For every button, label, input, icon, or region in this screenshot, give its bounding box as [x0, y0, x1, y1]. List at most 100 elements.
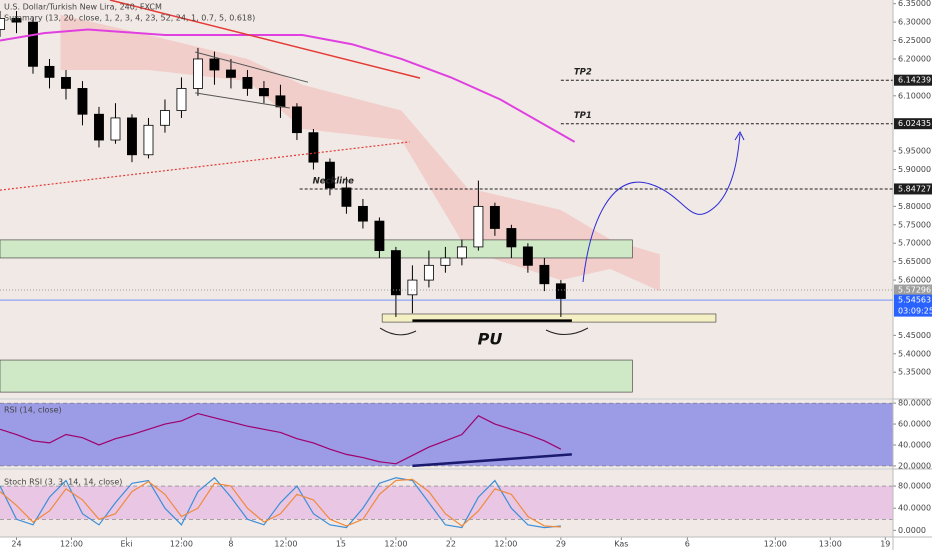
x-tick-label: 24	[11, 540, 21, 549]
candle-body	[407, 279, 418, 296]
x-tick-label: 15	[336, 540, 346, 549]
y-tick-label: 80.0000	[898, 399, 931, 408]
level-label: TP1	[574, 111, 592, 121]
x-tick-label: Kas	[614, 540, 628, 549]
y-tick-label: 6.30000	[898, 18, 931, 27]
y-tick-label: 6.35000	[898, 0, 931, 8]
zone	[381, 313, 717, 323]
y-tick-label: 5.95000	[898, 147, 931, 156]
x-tick-label: 13:00	[819, 540, 842, 549]
y-tick-label: 6.20000	[898, 54, 931, 63]
price-marker-label: 5.84727	[898, 184, 931, 193]
candle-body	[291, 106, 302, 134]
candle-body	[28, 21, 38, 67]
candle-body	[160, 110, 170, 126]
x-tick-label: 12:00	[384, 540, 407, 549]
candle-body	[555, 283, 566, 299]
price-marker	[894, 183, 932, 195]
candle-body	[440, 257, 451, 266]
ichimoku-cloud	[60, 14, 660, 292]
candle-body	[357, 205, 368, 222]
zone	[0, 359, 633, 393]
level-label: Neckline	[313, 176, 354, 186]
chart-title: U.S. Dollar/Turkish New Lira, 240, FXCM	[4, 3, 162, 12]
x-tick-label: 22	[446, 540, 456, 549]
y-tick-label: 5.35000	[898, 368, 931, 377]
candle-body	[242, 76, 253, 89]
projection-path	[582, 133, 741, 283]
pattern-label: PU	[478, 330, 503, 349]
candle-body	[390, 250, 401, 296]
rsi-title: RSI (14, close)	[4, 406, 62, 415]
indicator-line	[0, 478, 561, 528]
candle-body	[0, 18, 5, 30]
price-marker	[894, 284, 932, 296]
level-label: TP2	[574, 68, 592, 78]
candle-body	[506, 228, 517, 248]
y-tick-label: 5.80000	[898, 202, 931, 211]
x-tick-label: 29	[556, 540, 566, 549]
indicator-title: Summary (13, 20, close, 1, 2, 3, 4, 23, …	[4, 14, 255, 23]
x-tick-label: Eki	[121, 540, 133, 549]
price-marker	[894, 74, 932, 86]
price-marker-label: 5.57296	[898, 286, 931, 295]
y-tick-label: 5.45000	[898, 331, 931, 340]
candle-body	[374, 220, 385, 251]
y-tick-label: 5.90000	[898, 165, 931, 174]
x-tick-label: 12:00	[170, 540, 193, 549]
x-tick-label: 12:00	[274, 540, 297, 549]
candle-body	[193, 58, 203, 89]
countdown-label: 03:09:25	[898, 307, 932, 316]
candle-body	[143, 124, 154, 156]
y-tick-label: 5.40000	[898, 349, 931, 358]
x-tick-label: 12:00	[60, 540, 83, 549]
y-tick-label: 80.0000	[898, 482, 931, 491]
y-tick-label: 5.65000	[898, 257, 931, 266]
x-tick-label: 6	[685, 540, 690, 549]
candle-body	[522, 246, 533, 266]
candle-body	[209, 58, 220, 71]
candle-body	[44, 65, 55, 78]
candle-body	[110, 117, 121, 141]
divergence-line	[412, 453, 572, 468]
price-marker-label: 6.02435	[898, 119, 931, 128]
candle-body	[539, 264, 550, 285]
x-tick-label: 12:00	[764, 540, 787, 549]
y-tick-label: 6.10000	[898, 91, 931, 100]
candle-body	[341, 187, 352, 207]
y-tick-label: 40.0000	[898, 504, 931, 513]
candle-body	[176, 88, 187, 111]
candle-body	[456, 246, 467, 259]
zone	[0, 239, 633, 259]
y-tick-label: 20.0000	[898, 461, 931, 470]
y-tick-label: 60.0000	[898, 420, 931, 429]
y-tick-label: 40.0000	[898, 440, 931, 449]
trend-line	[195, 92, 290, 109]
indicator-line	[0, 412, 562, 465]
price-marker	[894, 294, 932, 317]
candle-body	[308, 132, 319, 163]
candle-body	[226, 69, 236, 78]
candle-body	[275, 95, 286, 108]
candle-body	[61, 76, 71, 89]
moving-average	[0, 28, 576, 143]
price-marker-label: 5.54563	[898, 296, 931, 305]
price-marker-label: 6.14239	[898, 76, 931, 85]
indicator-band	[0, 486, 893, 520]
y-tick-label: 6.25000	[898, 36, 931, 45]
y-tick-label: 5.60000	[898, 276, 931, 285]
shoulder-arc	[545, 327, 589, 335]
trend-line	[0, 141, 410, 191]
stoch-title: Stoch RSI (3, 3, 14, 14, close)	[4, 478, 122, 487]
y-tick-label: 0.0000	[898, 526, 926, 535]
shoulder-arc	[379, 327, 417, 336]
candle-body	[473, 205, 484, 248]
candle-body	[259, 88, 269, 97]
candle-body	[423, 264, 434, 281]
candle-body	[77, 88, 88, 115]
candle-body	[94, 113, 104, 141]
trend-line	[109, 0, 421, 79]
x-tick-label: 8	[228, 540, 233, 549]
candle-body	[127, 117, 137, 156]
indicator-band	[0, 403, 893, 466]
